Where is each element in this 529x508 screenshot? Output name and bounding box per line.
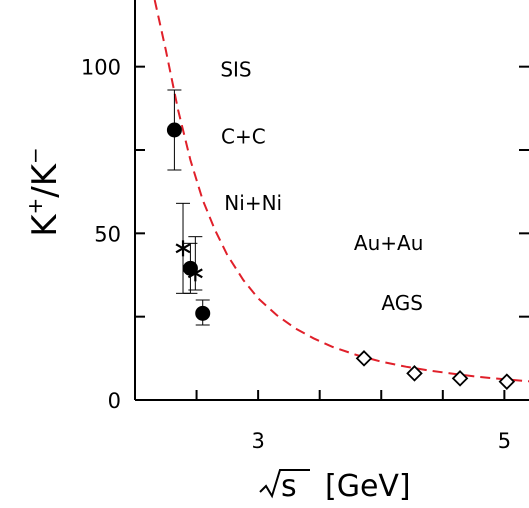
x-axis-title: s [GeV] [259,469,411,504]
y-axis-title-k2: K [25,162,65,186]
annotations: SIS C+C Ni+Ni Au+Au AGS [220,58,423,315]
star-point-1 [187,236,203,291]
star-stroke [187,268,203,279]
annotation-sis: SIS [220,58,251,82]
filled-circle-point-0 [166,89,182,171]
open-diamond-point-0 [355,350,373,367]
star-stroke [175,243,191,254]
filled-circle-marker [166,122,182,138]
fit-curve [153,0,529,383]
open-diamond-point-3 [498,373,516,390]
open-diamond-point-1 [406,365,423,382]
star-point-0 [175,202,191,294]
open-diamond-marker [498,373,516,390]
open-diamond-marker [406,365,423,382]
y-axis-title-slash: / [25,186,65,198]
data-points [166,89,516,390]
y-tick-label-2: 50 [94,222,121,246]
annotation-au-au: Au+Au [354,231,423,255]
x-axis-title-unit: [GeV] [325,469,411,504]
y-axis-title: K+/K− [23,147,65,237]
open-diamond-marker [451,370,469,387]
open-diamond-marker [355,350,373,367]
y-tick-label-4: 100 [81,56,121,80]
y-axis-title-k1: K [25,213,65,237]
open-diamond-point-2 [451,370,469,387]
plot-frame [134,0,529,401]
x-axis-title-sqrt-s: s [281,469,297,504]
filled-circle-marker [195,305,211,321]
x-tick-label-5: 5 [498,429,511,453]
y-tick-label-0: 0 [108,389,121,413]
sqrt-radical-bar [259,469,310,499]
annotation-ni-ni: Ni+Ni [224,191,282,215]
x-tick-label-1: 3 [251,429,264,453]
fit-curve-group [153,0,529,383]
annotation-c-c: C+C [221,124,266,148]
annotation-ags: AGS [381,291,423,315]
y-axis-title-sup-minus: − [23,147,47,164]
filled-circle-point-2 [195,299,211,326]
y-axis-title-sup-plus: + [23,198,47,215]
